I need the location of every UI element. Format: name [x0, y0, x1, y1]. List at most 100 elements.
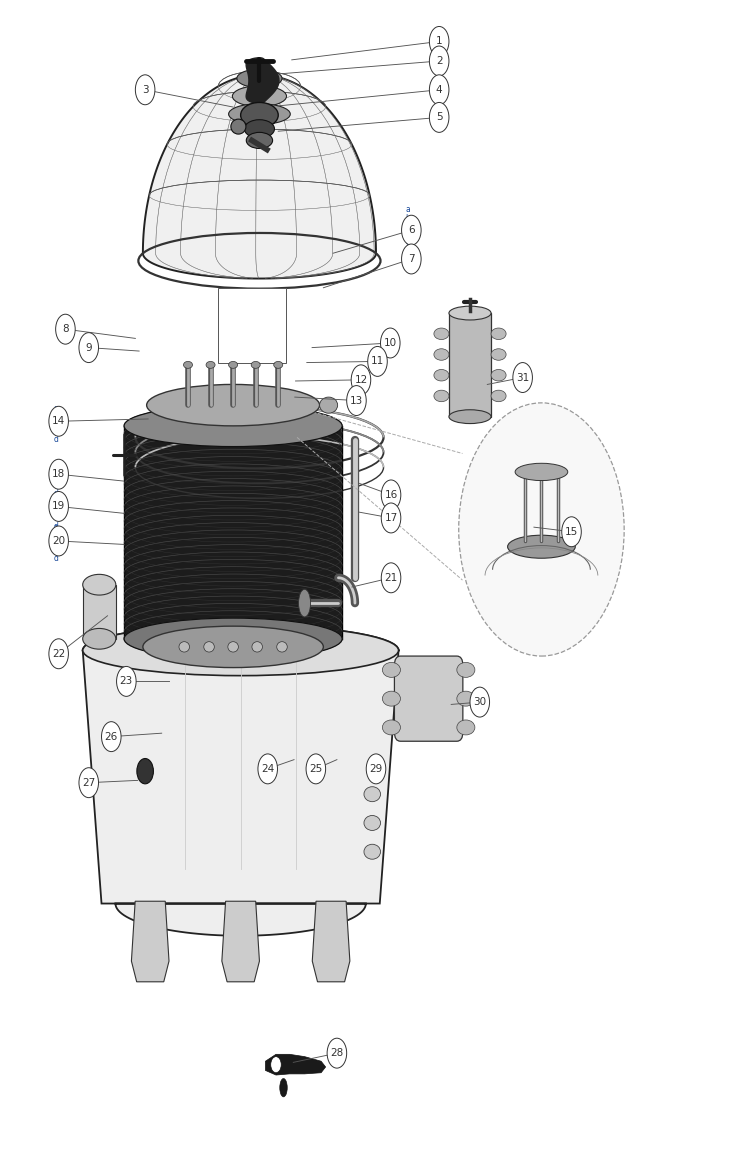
Circle shape [381, 328, 400, 358]
Polygon shape [449, 313, 491, 417]
Polygon shape [265, 1054, 326, 1075]
Text: a: a [53, 458, 58, 467]
Ellipse shape [434, 349, 449, 360]
Text: 14: 14 [52, 417, 65, 426]
Ellipse shape [508, 535, 575, 558]
Ellipse shape [229, 361, 238, 368]
Text: d: d [53, 435, 58, 444]
Polygon shape [143, 75, 376, 279]
Circle shape [49, 639, 68, 669]
Text: c: c [474, 707, 478, 716]
Text: 8: 8 [62, 325, 68, 334]
Circle shape [137, 759, 153, 784]
Ellipse shape [247, 132, 273, 148]
Circle shape [102, 722, 121, 752]
Circle shape [135, 75, 155, 105]
Circle shape [327, 1038, 347, 1068]
Polygon shape [246, 58, 279, 104]
Text: 7: 7 [408, 254, 414, 264]
Ellipse shape [229, 104, 290, 124]
Text: 26: 26 [105, 732, 118, 741]
Text: 30: 30 [473, 698, 487, 707]
Ellipse shape [83, 625, 399, 676]
Circle shape [429, 102, 449, 132]
Text: c: c [405, 222, 410, 231]
Ellipse shape [124, 405, 342, 447]
Text: 11: 11 [371, 357, 384, 366]
Circle shape [79, 333, 99, 363]
Ellipse shape [320, 397, 338, 413]
Circle shape [470, 687, 490, 717]
Circle shape [562, 517, 581, 547]
Text: b: b [53, 533, 58, 542]
Circle shape [49, 491, 68, 521]
Ellipse shape [83, 574, 116, 595]
Text: c: c [53, 511, 58, 520]
Text: a: a [53, 523, 58, 532]
Polygon shape [222, 901, 259, 982]
Text: 16: 16 [384, 490, 398, 500]
Text: 15: 15 [565, 527, 578, 536]
Ellipse shape [280, 1078, 287, 1097]
Circle shape [381, 480, 401, 510]
Circle shape [49, 526, 68, 556]
Ellipse shape [382, 691, 400, 706]
Circle shape [366, 754, 386, 784]
Text: a: a [53, 490, 58, 500]
Ellipse shape [232, 86, 287, 107]
Circle shape [258, 754, 277, 784]
Ellipse shape [277, 642, 287, 651]
Polygon shape [312, 901, 350, 982]
Circle shape [429, 75, 449, 105]
Ellipse shape [124, 618, 342, 660]
Ellipse shape [434, 390, 449, 402]
Text: 24: 24 [261, 764, 274, 773]
Text: 19: 19 [52, 502, 65, 511]
Circle shape [381, 563, 401, 593]
Ellipse shape [244, 120, 274, 138]
Text: 22: 22 [52, 649, 65, 658]
Ellipse shape [434, 328, 449, 340]
Ellipse shape [299, 589, 311, 617]
Text: 27: 27 [82, 778, 96, 787]
Ellipse shape [449, 410, 491, 424]
Text: b: b [53, 468, 58, 478]
Text: c: c [385, 508, 390, 517]
Text: e: e [405, 238, 410, 247]
Ellipse shape [206, 361, 215, 368]
Circle shape [49, 406, 68, 436]
Circle shape [79, 768, 99, 798]
Text: 28: 28 [330, 1049, 344, 1058]
Ellipse shape [491, 369, 506, 381]
Circle shape [381, 503, 401, 533]
Circle shape [117, 666, 136, 696]
Text: b: b [53, 501, 58, 510]
Ellipse shape [241, 102, 278, 128]
Text: 17: 17 [384, 513, 398, 523]
Text: 4: 4 [436, 85, 442, 94]
Text: d: d [405, 230, 410, 239]
Ellipse shape [83, 628, 116, 649]
Ellipse shape [456, 721, 475, 735]
Ellipse shape [364, 816, 381, 831]
Text: 6: 6 [408, 226, 414, 235]
Text: c: c [53, 543, 58, 552]
Circle shape [56, 314, 75, 344]
Text: e: e [385, 517, 390, 526]
Ellipse shape [251, 361, 260, 368]
Ellipse shape [491, 328, 506, 340]
Circle shape [271, 1057, 281, 1073]
Text: 2: 2 [436, 56, 442, 66]
Circle shape [429, 46, 449, 76]
Ellipse shape [449, 306, 491, 320]
Ellipse shape [456, 691, 475, 706]
Polygon shape [83, 585, 116, 639]
Circle shape [368, 346, 387, 376]
Ellipse shape [382, 663, 400, 677]
Circle shape [306, 754, 326, 784]
Text: d: d [53, 521, 58, 531]
Ellipse shape [183, 361, 193, 368]
Ellipse shape [204, 642, 214, 651]
Circle shape [49, 459, 68, 489]
Text: 5: 5 [436, 113, 442, 122]
